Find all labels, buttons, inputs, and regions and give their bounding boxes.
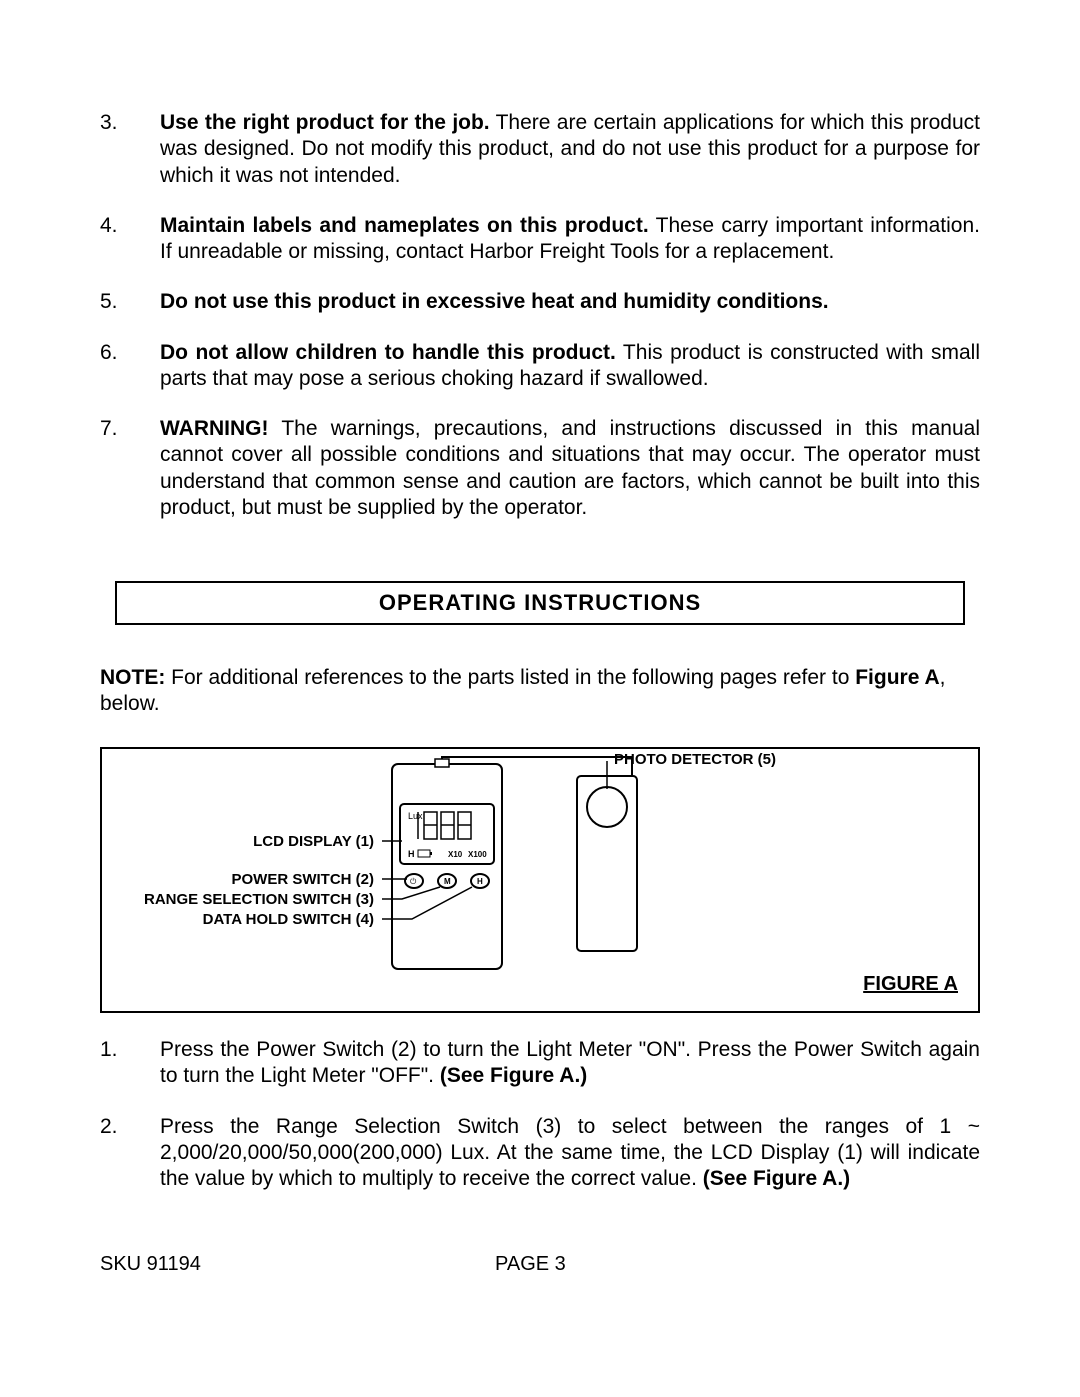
item-body: Do not allow children to handle this pro… [160,340,980,393]
item-bold: Maintain labels and nameplates on this p… [160,214,649,237]
item-bold: Do not allow children to handle this pro… [160,341,616,364]
item-number: 1. [100,1037,160,1090]
item-bold: Use the right product for the job. [160,111,490,134]
item-body: Use the right product for the job. There… [160,110,980,189]
warning-item: 3. Use the right product for the job. Th… [100,110,980,189]
figure-a: Lux H X10 X100 ⏻ M H [100,747,980,1013]
footer-sku: SKU 91194 [100,1252,201,1277]
step-pre: Press the Range Selection Switch (3) to … [160,1115,980,1191]
svg-text:⏻: ⏻ [410,877,417,886]
note-paragraph: NOTE: For additional references to the p… [100,665,980,718]
callout-power: POWER SWITCH (2) [232,871,375,890]
svg-text:H: H [408,849,415,859]
callout-range: RANGE SELECTION SWITCH (3) [144,891,374,910]
svg-text:X10: X10 [448,850,463,859]
item-body: WARNING! The warnings, precautions, and … [160,416,980,521]
item-body: Press the Power Switch (2) to turn the L… [160,1037,980,1090]
note-text: For additional references to the parts l… [165,666,855,689]
page-footer: SKU 91194 PAGE 3 [100,1252,980,1277]
callout-lcd: LCD DISPLAY (1) [253,833,374,852]
step-item: 2. Press the Range Selection Switch (3) … [100,1114,980,1193]
item-body: Do not use this product in excessive hea… [160,289,980,315]
footer-page: PAGE 3 [201,1252,860,1277]
item-body: Press the Range Selection Switch (3) to … [160,1114,980,1193]
item-rest: The warnings, precautions, and instructi… [160,417,980,519]
item-bold: Do not use this product in excessive hea… [160,290,829,313]
warning-item: 6. Do not allow children to handle this … [100,340,980,393]
item-number: 2. [100,1114,160,1193]
item-number: 4. [100,213,160,266]
svg-text:H: H [477,877,483,886]
step-item: 1. Press the Power Switch (2) to turn th… [100,1037,980,1090]
note-ref: Figure A [855,666,939,689]
item-number: 5. [100,289,160,315]
step-bold: (See Figure A.) [440,1064,587,1087]
warning-item: 4. Maintain labels and nameplates on thi… [100,213,980,266]
warnings-list: 3. Use the right product for the job. Th… [100,110,980,521]
item-number: 7. [100,416,160,521]
callout-hold: DATA HOLD SWITCH (4) [203,911,374,930]
svg-text:M: M [444,877,451,886]
item-number: 6. [100,340,160,393]
steps-list: 1. Press the Power Switch (2) to turn th… [100,1037,980,1192]
item-body: Maintain labels and nameplates on this p… [160,213,980,266]
step-bold: (See Figure A.) [703,1167,850,1190]
lcd-lux-label: Lux [408,811,423,821]
note-label: NOTE: [100,666,165,689]
item-number: 3. [100,110,160,189]
callout-photo: PHOTO DETECTOR (5) [614,751,776,770]
item-bold: WARNING! [160,417,269,440]
section-title: OPERATING INSTRUCTIONS [115,581,965,625]
figure-label: FIGURE A [863,972,958,997]
svg-text:X100: X100 [468,850,487,859]
warning-item: 7. WARNING! The warnings, precautions, a… [100,416,980,521]
warning-item: 5. Do not use this product in excessive … [100,289,980,315]
